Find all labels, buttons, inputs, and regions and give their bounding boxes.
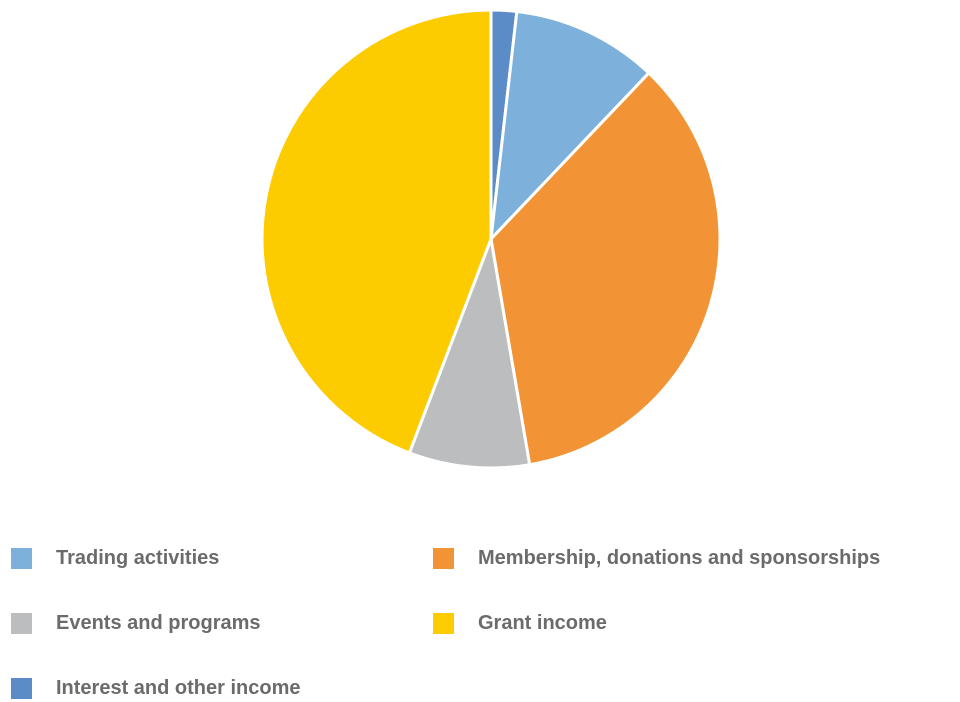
pie-slice-events-and-programs — [407, 237, 532, 470]
legend-label: Trading activities — [56, 546, 220, 569]
legend-label: Membership, donations and sponsorships — [478, 546, 881, 569]
legend-swatch — [11, 612, 32, 634]
legend-item-events-and-programs: Events and programs — [11, 609, 261, 637]
legend-swatch — [11, 547, 32, 569]
pie-chart — [260, 8, 722, 470]
pie-slice-membership-donations-and-sponsorships — [489, 71, 722, 467]
legend-item-trading-activities: Trading activities — [11, 544, 219, 572]
legend-label: Grant income — [478, 611, 607, 634]
legend-item-membership-donations-sponsorships: Membership, donations and sponsorships — [433, 544, 880, 572]
legend-swatch — [433, 612, 454, 634]
pie-slice-trading-activities — [489, 9, 651, 241]
pie-slice-grant-income — [260, 8, 493, 455]
legend-label: Interest and other income — [56, 676, 301, 699]
legend-item-interest-and-other-income: Interest and other income — [11, 674, 301, 702]
legend-item-grant-income: Grant income — [433, 609, 607, 637]
legend-label: Events and programs — [56, 611, 261, 634]
legend-swatch — [11, 677, 32, 699]
legend-swatch — [433, 547, 454, 569]
